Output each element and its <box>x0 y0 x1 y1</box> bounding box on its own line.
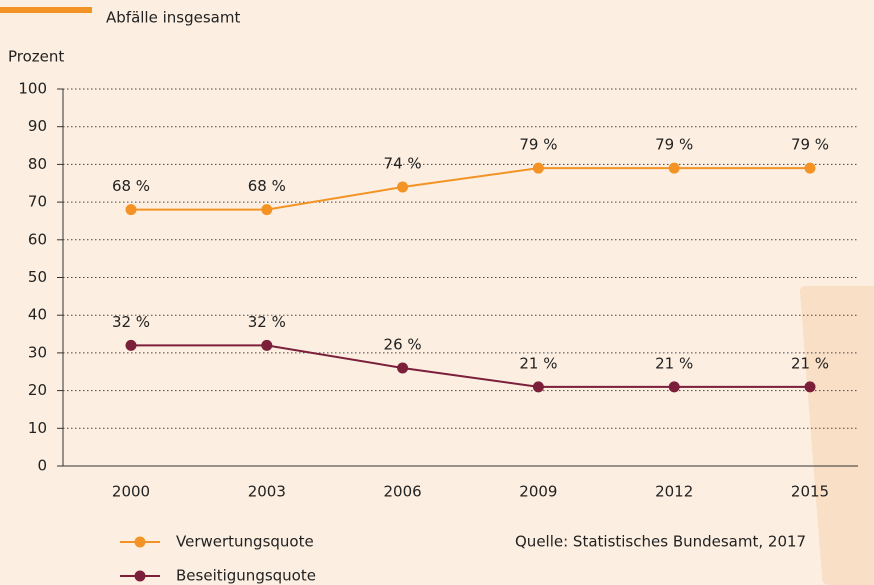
y-tick-label: 30 <box>28 343 47 361</box>
marker <box>804 162 816 174</box>
x-tick-label: 2009 <box>519 483 557 501</box>
marker <box>532 162 544 174</box>
marker <box>397 181 409 193</box>
data-label: 21 % <box>655 354 693 372</box>
line <box>131 344 810 388</box>
marker <box>668 381 680 393</box>
source: Quelle: Statistisches Bundesamt, 2017 <box>515 533 806 551</box>
x-tick-label: 2006 <box>384 483 422 501</box>
data-label: 21 % <box>519 354 557 372</box>
y-tick-label: 10 <box>28 419 47 437</box>
y-tick-label: 0 <box>37 457 47 475</box>
marker <box>125 204 137 216</box>
data-label: 68 % <box>248 177 286 195</box>
marker <box>125 339 137 351</box>
y-axis-label: Prozent <box>8 48 64 66</box>
data-label: 79 % <box>791 136 829 154</box>
x-tick-label: 2012 <box>655 483 693 501</box>
legend-label: Beseitigungsquote <box>176 567 316 585</box>
line <box>131 167 810 211</box>
marker <box>261 204 273 216</box>
y-tick-label: 80 <box>28 155 47 173</box>
decoration <box>800 286 874 585</box>
y-tick-label: 20 <box>28 381 47 399</box>
y-tick-label: 60 <box>28 230 47 248</box>
marker <box>532 381 544 393</box>
y-tick-label: 90 <box>28 117 47 135</box>
data-label: 79 % <box>519 136 557 154</box>
x-tick-label: 2015 <box>791 483 829 501</box>
data-label: 26 % <box>384 335 422 353</box>
data-label: 74 % <box>384 155 422 173</box>
title-bar <box>0 7 92 13</box>
x-tick-label: 2000 <box>112 483 150 501</box>
marker <box>804 381 816 393</box>
chart-title: Abfälle insgesamt <box>106 9 240 27</box>
data-label: 21 % <box>791 354 829 372</box>
y-tick-label: 40 <box>28 306 47 324</box>
y-tick-label: 50 <box>28 268 47 286</box>
data-label: 68 % <box>112 177 150 195</box>
y-tick-label: 70 <box>28 193 47 211</box>
legend-marker <box>134 570 146 582</box>
data-label: 32 % <box>248 313 286 331</box>
legend-label: Verwertungsquote <box>176 533 314 551</box>
legend-marker <box>134 536 146 548</box>
y-tick-label: 100 <box>18 80 47 98</box>
data-label: 79 % <box>655 136 693 154</box>
marker <box>261 339 273 351</box>
marker <box>668 162 680 174</box>
marker <box>397 362 409 374</box>
data-label: 32 % <box>112 313 150 331</box>
x-tick-label: 2003 <box>248 483 286 501</box>
